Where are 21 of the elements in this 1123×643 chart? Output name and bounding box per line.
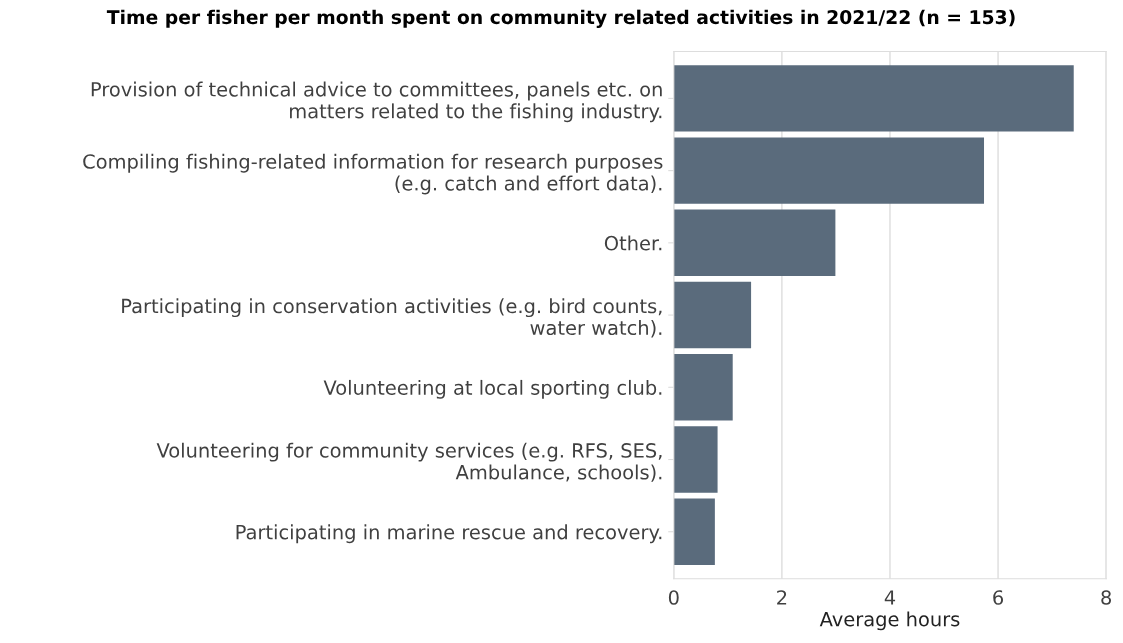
x-tick-label: 4 — [884, 590, 896, 605]
x-axis-title: Average hours — [819, 611, 960, 631]
bar — [673, 426, 718, 493]
y-tick-label: Compiling fishing-related information for research purposes (e.g. catch and effort data). — [83, 153, 663, 195]
y-tick-label: Other. — [604, 235, 662, 251]
bar — [673, 209, 836, 277]
bar — [673, 498, 715, 565]
y-tick-label: Participating in marine rescue and recovery. — [236, 524, 662, 544]
x-tick-label: 0 — [668, 590, 679, 605]
x-tick-label: 6 — [993, 590, 1004, 605]
bar — [673, 354, 733, 421]
y-tick-label: Provision of technical advice to committees, panels etc. on matters related to the fishing industry. — [91, 81, 662, 123]
bar — [673, 281, 752, 349]
bar — [673, 65, 1074, 132]
y-tick-label: Volunteering at local sporting club. — [323, 379, 662, 399]
x-tick-label: 8 — [1101, 590, 1112, 605]
y-tick-label: Participating in conservation activities (e.g. bird counts, water watch). — [122, 298, 662, 338]
x-tick-label: 2 — [777, 590, 787, 605]
bar — [673, 137, 985, 204]
y-tick-label: Volunteering for community services (e.g. RFS, SES, Ambulance, schools). — [156, 442, 662, 482]
chart-title: Time per fisher per month spent on community related activities in 2021/22 (n = 153) — [106, 9, 1015, 28]
